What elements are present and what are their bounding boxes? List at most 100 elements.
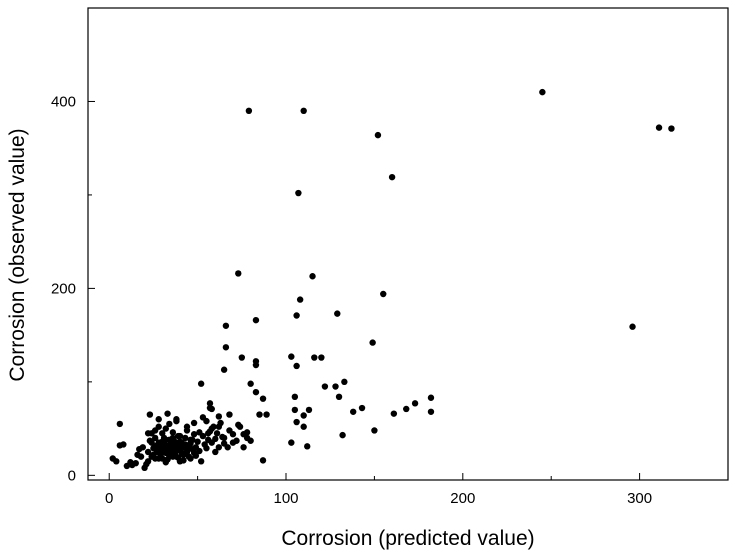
y-axis-title: Corrosion (observed value): [6, 128, 29, 381]
data-point: [184, 424, 190, 430]
data-point: [173, 418, 179, 424]
data-point: [629, 324, 635, 330]
data-point: [170, 435, 176, 441]
data-point: [292, 394, 298, 400]
data-point: [235, 270, 241, 276]
data-point: [216, 413, 222, 419]
data-point: [297, 296, 303, 302]
data-point: [127, 459, 133, 465]
data-point: [209, 406, 215, 412]
x-axis-ticks: 0 100 200 300: [105, 473, 728, 507]
data-point: [253, 389, 259, 395]
data-point: [288, 439, 294, 445]
y-tick-label: 200: [51, 280, 76, 297]
data-point: [147, 411, 153, 417]
data-point: [309, 273, 315, 279]
data-point: [203, 418, 209, 424]
data-point: [391, 410, 397, 416]
data-point: [292, 407, 298, 413]
data-point: [166, 421, 172, 427]
data-point: [334, 310, 340, 316]
data-point: [214, 430, 220, 436]
data-point: [145, 449, 151, 455]
data-point: [403, 406, 409, 412]
data-point: [216, 424, 222, 430]
data-point: [212, 436, 218, 442]
data-point: [230, 431, 236, 437]
data-point: [288, 353, 294, 359]
data-point: [380, 291, 386, 297]
data-point: [134, 452, 140, 458]
data-point: [207, 400, 213, 406]
data-point: [428, 409, 434, 415]
data-point: [247, 381, 253, 387]
data-point: [221, 367, 227, 373]
data-point: [191, 420, 197, 426]
data-point: [239, 354, 245, 360]
data-point: [263, 411, 269, 417]
data-point: [322, 383, 328, 389]
data-point: [300, 424, 306, 430]
y-tick-label: 400: [51, 93, 76, 110]
data-point: [371, 427, 377, 433]
data-point: [247, 438, 253, 444]
data-point: [203, 445, 209, 451]
data-point: [198, 381, 204, 387]
data-point: [350, 409, 356, 415]
data-point: [295, 190, 301, 196]
data-point: [170, 446, 176, 452]
data-point: [341, 379, 347, 385]
data-point: [193, 444, 199, 450]
data-point: [173, 453, 179, 459]
data-point: [311, 354, 317, 360]
data-point: [300, 412, 306, 418]
data-point: [293, 419, 299, 425]
data-point: [196, 429, 202, 435]
data-point: [163, 442, 169, 448]
data-point: [140, 444, 146, 450]
data-point: [156, 424, 162, 430]
data-point: [656, 124, 662, 130]
data-point: [170, 429, 176, 435]
data-point: [412, 400, 418, 406]
y-tick-label: 0: [68, 467, 76, 484]
data-point: [300, 108, 306, 114]
data-point: [133, 460, 139, 466]
data-point: [359, 405, 365, 411]
x-tick-label: 100: [273, 490, 298, 507]
data-point: [113, 458, 119, 464]
data-point: [156, 439, 162, 445]
data-point: [223, 323, 229, 329]
data-point: [187, 440, 193, 446]
data-point: [221, 435, 227, 441]
data-point: [668, 125, 674, 131]
data-point: [539, 89, 545, 95]
data-point: [240, 444, 246, 450]
data-point: [260, 395, 266, 401]
data-point: [191, 450, 197, 456]
data-point: [246, 108, 252, 114]
x-tick-label: 300: [627, 490, 652, 507]
data-point: [306, 407, 312, 413]
x-tick-label: 200: [450, 490, 475, 507]
data-point: [226, 411, 232, 417]
data-point: [253, 317, 259, 323]
data-point: [184, 446, 190, 452]
data-point: [163, 459, 169, 465]
data-point: [223, 344, 229, 350]
data-point: [117, 421, 123, 427]
data-points: [110, 89, 675, 471]
x-tick-label: 0: [105, 490, 113, 507]
data-point: [177, 444, 183, 450]
data-point: [428, 395, 434, 401]
data-point: [180, 457, 186, 463]
data-point: [224, 444, 230, 450]
data-point: [260, 457, 266, 463]
x-axis-title: Corrosion (predicted value): [281, 527, 534, 550]
data-point: [186, 453, 192, 459]
data-point: [235, 422, 241, 428]
data-point: [389, 174, 395, 180]
data-point: [152, 455, 158, 461]
data-point: [177, 433, 183, 439]
